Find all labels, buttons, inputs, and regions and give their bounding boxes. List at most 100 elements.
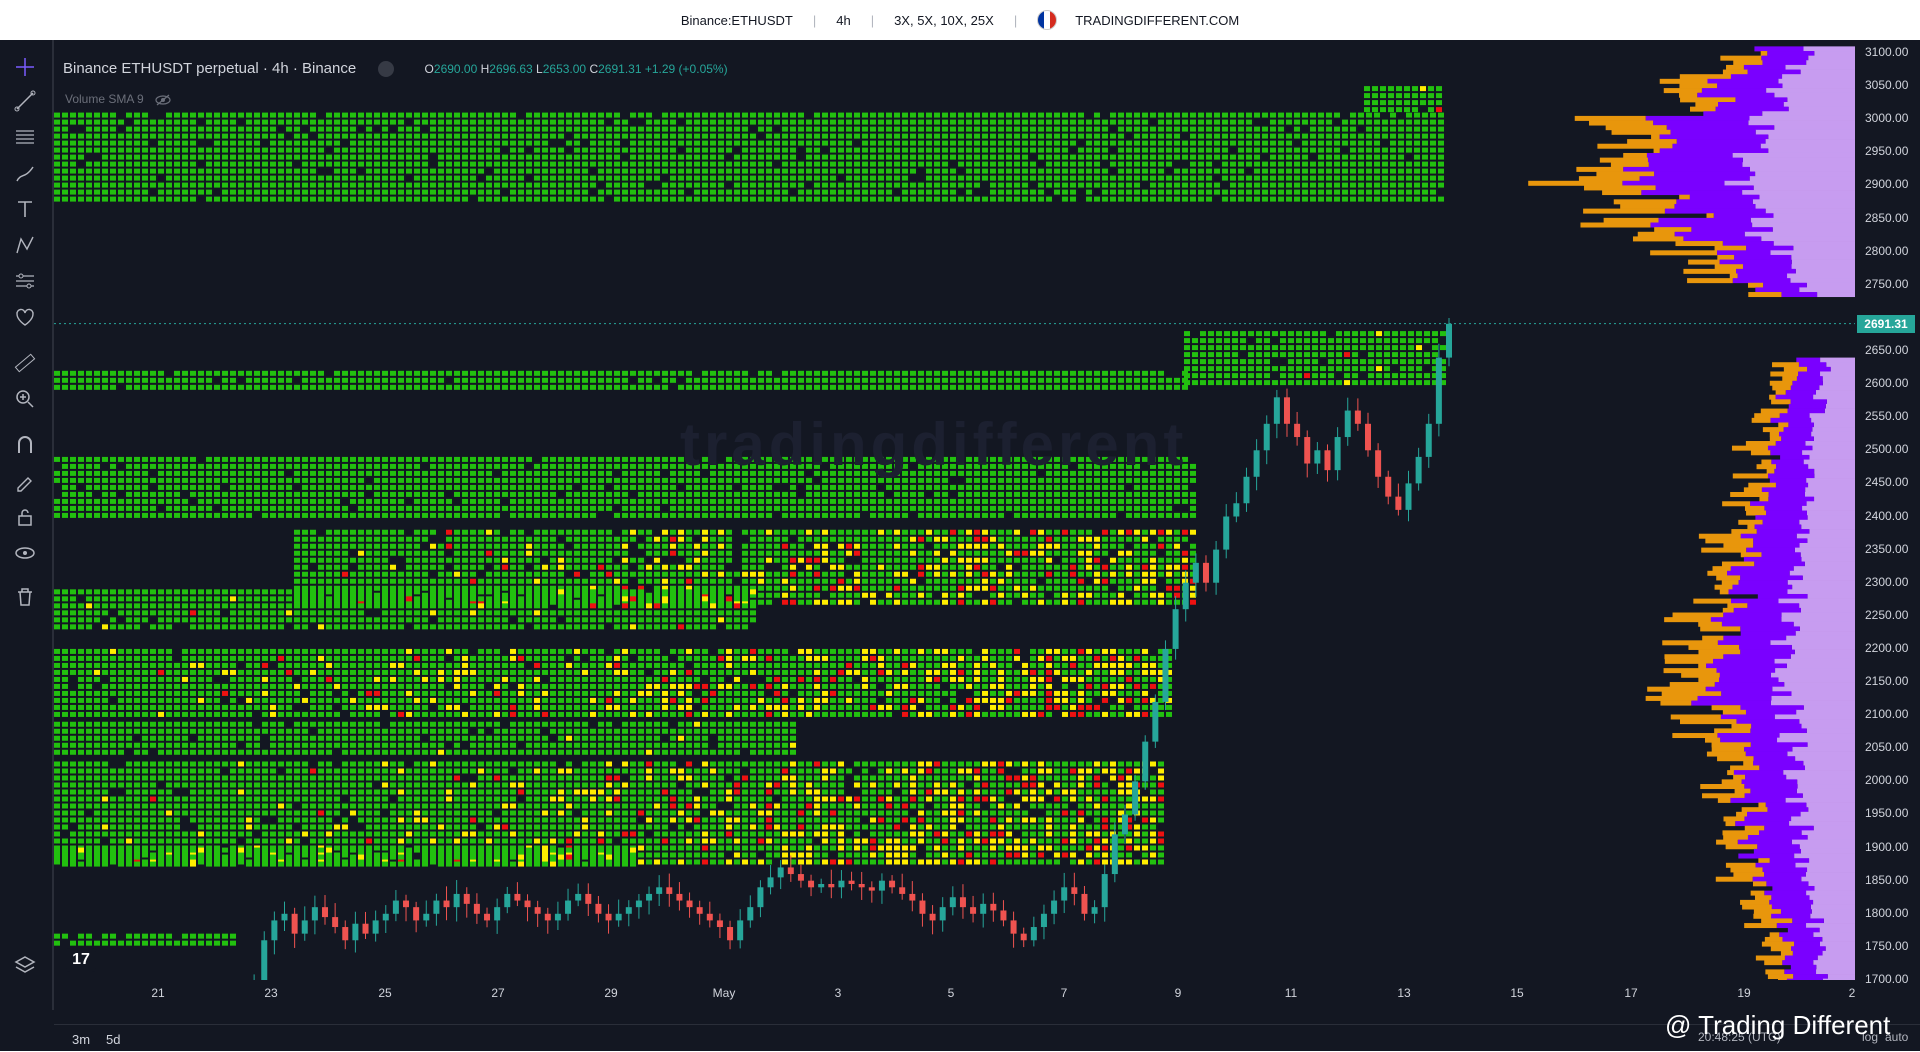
heatmap-cell [966, 456, 972, 462]
heatmap-cell [534, 126, 540, 132]
heatmap-cell [654, 543, 660, 549]
heatmap-cell [70, 377, 76, 383]
heatmap-cell [1022, 182, 1028, 188]
heatmap-cell [446, 196, 452, 202]
heatmap-cell [502, 384, 508, 390]
heatmap-cell [638, 505, 644, 511]
heatmap-cell [470, 543, 476, 549]
heatmap-cell [518, 599, 524, 605]
heatmap-cell [622, 484, 628, 490]
heatmap-cell [726, 585, 732, 591]
heatmap-cell [86, 196, 92, 202]
heatmap-cell [742, 168, 748, 174]
heatmap-cell [54, 456, 60, 462]
heatmap-cell [1350, 119, 1356, 125]
heatmap-cell [838, 599, 844, 605]
heatmap-cell [390, 564, 396, 570]
heatmap-cell [742, 543, 748, 549]
heatmap-cell [1006, 505, 1012, 511]
heatmap-cell [830, 564, 836, 570]
heatmap-cell [758, 370, 764, 376]
heatmap-cell [566, 470, 572, 476]
heatmap-cell [1422, 126, 1428, 132]
heatmap-cell [814, 484, 820, 490]
heatmap-cell [590, 196, 596, 202]
heatmap-cell [790, 599, 796, 605]
heatmap-cell [974, 168, 980, 174]
heatmap-cell [590, 175, 596, 181]
heatmap-cell [446, 126, 452, 132]
heatmap-cell [422, 529, 428, 535]
heatmap-cell [870, 557, 876, 563]
heatmap-cell [846, 536, 852, 542]
heatmap-cell [454, 470, 460, 476]
heatmap-cell [70, 196, 76, 202]
heatmap-cell [582, 189, 588, 195]
heatmap-cell [590, 592, 596, 598]
heatmap-cell [750, 550, 756, 556]
heatmap-cell [1408, 380, 1414, 386]
heatmap-cell [1102, 147, 1108, 153]
heatmap-cell [1054, 161, 1060, 167]
heatmap-cell [1134, 196, 1140, 202]
heatmap-cell [222, 463, 228, 469]
heatmap-cell [1062, 189, 1068, 195]
heatmap-cell [342, 147, 348, 153]
heatmap-cell [382, 599, 388, 605]
heatmap-cell [118, 498, 124, 504]
heatmap-cell [678, 571, 684, 577]
heatmap-cell [294, 564, 300, 570]
heatmap-cell [254, 484, 260, 490]
heatmap-cell [270, 119, 276, 125]
heatmap-cell [1014, 484, 1020, 490]
heatmap-cell [94, 456, 100, 462]
heatmap-cell [686, 550, 692, 556]
heatmap-cell [758, 557, 764, 563]
heatmap-cell [582, 182, 588, 188]
heatmap-cell [110, 112, 116, 118]
heatmap-cell [350, 182, 356, 188]
heatmap-cell [790, 168, 796, 174]
heatmap-cell [1390, 196, 1396, 202]
heatmap-cell [630, 463, 636, 469]
heatmap-cell [182, 498, 188, 504]
heatmap-cell [366, 384, 372, 390]
heatmap-cell [622, 168, 628, 174]
heatmap-cell [974, 484, 980, 490]
heatmap-cell [894, 161, 900, 167]
heatmap-cell [782, 377, 788, 383]
heatmap-cell [446, 189, 452, 195]
heatmap-chart[interactable] [54, 40, 1855, 980]
heatmap-cell [574, 470, 580, 476]
heatmap-cell [574, 456, 580, 462]
heatmap-cell [974, 557, 980, 563]
heatmap-cell [862, 175, 868, 181]
heatmap-cell [270, 484, 276, 490]
heatmap-cell [886, 599, 892, 605]
heatmap-cell [110, 140, 116, 146]
heatmap-cell [870, 512, 876, 518]
heatmap-cell [670, 592, 676, 598]
heatmap-cell [582, 512, 588, 518]
heatmap-cell [1086, 189, 1092, 195]
heatmap-cell [1208, 345, 1214, 351]
heatmap-cell [958, 564, 964, 570]
heatmap-cell [334, 463, 340, 469]
heatmap-cell [182, 196, 188, 202]
heatmap-cell [1326, 196, 1332, 202]
heatmap-cell [654, 154, 660, 160]
heatmap-cell [814, 543, 820, 549]
heatmap-cell [990, 384, 996, 390]
heatmap-cell [958, 470, 964, 476]
heatmap-cell [790, 564, 796, 570]
heatmap-cell [686, 599, 692, 605]
heatmap-cell [782, 592, 788, 598]
heatmap-cell [542, 370, 548, 376]
heatmap-cell [902, 168, 908, 174]
heatmap-cell [630, 498, 636, 504]
heatmap-cell [1150, 505, 1156, 511]
heatmap-cell [1326, 119, 1332, 125]
heatmap-cell [926, 168, 932, 174]
heatmap-cell [1102, 126, 1108, 132]
heatmap-cell [686, 585, 692, 591]
